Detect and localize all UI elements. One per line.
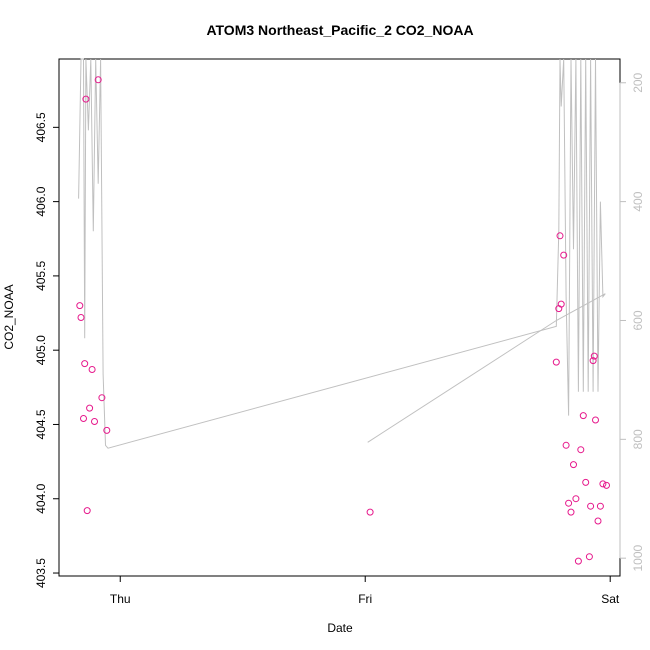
y-tick-label: 404.5	[34, 409, 48, 439]
data-point	[103, 426, 111, 434]
data-point	[82, 95, 90, 103]
chart-title: ATOM3 Northeast_Pacific_2 CO2_NOAA	[206, 22, 473, 38]
data-point	[577, 446, 585, 454]
y-tick-label: 406.0	[34, 186, 48, 216]
data-point	[585, 553, 593, 561]
right-tick-label: 400	[631, 191, 645, 211]
data-point	[570, 461, 577, 469]
y-tick-label: 406.5	[34, 112, 48, 142]
data-point	[556, 232, 564, 240]
data-point	[599, 480, 607, 488]
data-point	[596, 502, 604, 510]
data-point	[81, 360, 89, 368]
y-tick-label: 404.0	[34, 483, 48, 513]
data-points	[76, 76, 610, 565]
altitude-lines	[78, 58, 606, 449]
right-tick-label: 1000	[631, 545, 645, 572]
data-point	[592, 416, 599, 424]
data-point	[603, 481, 610, 489]
y-axis-label: CO2_NOAA	[2, 284, 16, 349]
data-point	[552, 358, 560, 366]
right-axis: 200 400 600 800 1000	[619, 72, 645, 572]
data-point	[94, 76, 102, 84]
plot-frame	[58, 58, 621, 577]
altitude-line-1	[78, 58, 606, 449]
data-point	[565, 499, 573, 507]
right-tick-label: 600	[631, 310, 645, 330]
y-tick-label: 405.0	[34, 335, 48, 365]
data-point	[76, 302, 84, 310]
x-tick-label: Thu	[110, 592, 131, 606]
y-tick-label: 405.5	[34, 261, 48, 291]
data-point	[574, 557, 582, 565]
data-point	[590, 352, 598, 360]
data-point	[560, 251, 568, 259]
x-axis: Thu Fri Sat	[110, 575, 620, 606]
data-point	[80, 415, 87, 422]
right-tick-label: 800	[631, 429, 645, 449]
data-point	[557, 300, 565, 308]
right-tick-label: 200	[631, 72, 645, 92]
data-point	[594, 517, 602, 525]
y-axis: 403.5 404.0 404.5 405.0 405.5 406.0 406.5	[34, 112, 60, 588]
data-point	[567, 508, 575, 516]
x-tick-label: Sat	[601, 592, 620, 606]
data-point	[572, 495, 580, 503]
data-point	[86, 404, 94, 412]
data-point	[98, 394, 106, 402]
data-point	[88, 366, 96, 373]
data-point	[366, 508, 374, 516]
data-point	[91, 418, 98, 425]
data-point	[579, 412, 587, 420]
x-axis-label: Date	[327, 621, 353, 635]
altitude-line-2	[367, 293, 606, 443]
data-point	[582, 478, 590, 486]
x-tick-label: Fri	[358, 592, 372, 606]
data-point	[77, 314, 85, 321]
data-point	[83, 507, 91, 515]
y-tick-label: 403.5	[34, 558, 48, 588]
data-point	[589, 357, 597, 365]
data-point	[587, 502, 595, 510]
data-point	[562, 441, 570, 449]
